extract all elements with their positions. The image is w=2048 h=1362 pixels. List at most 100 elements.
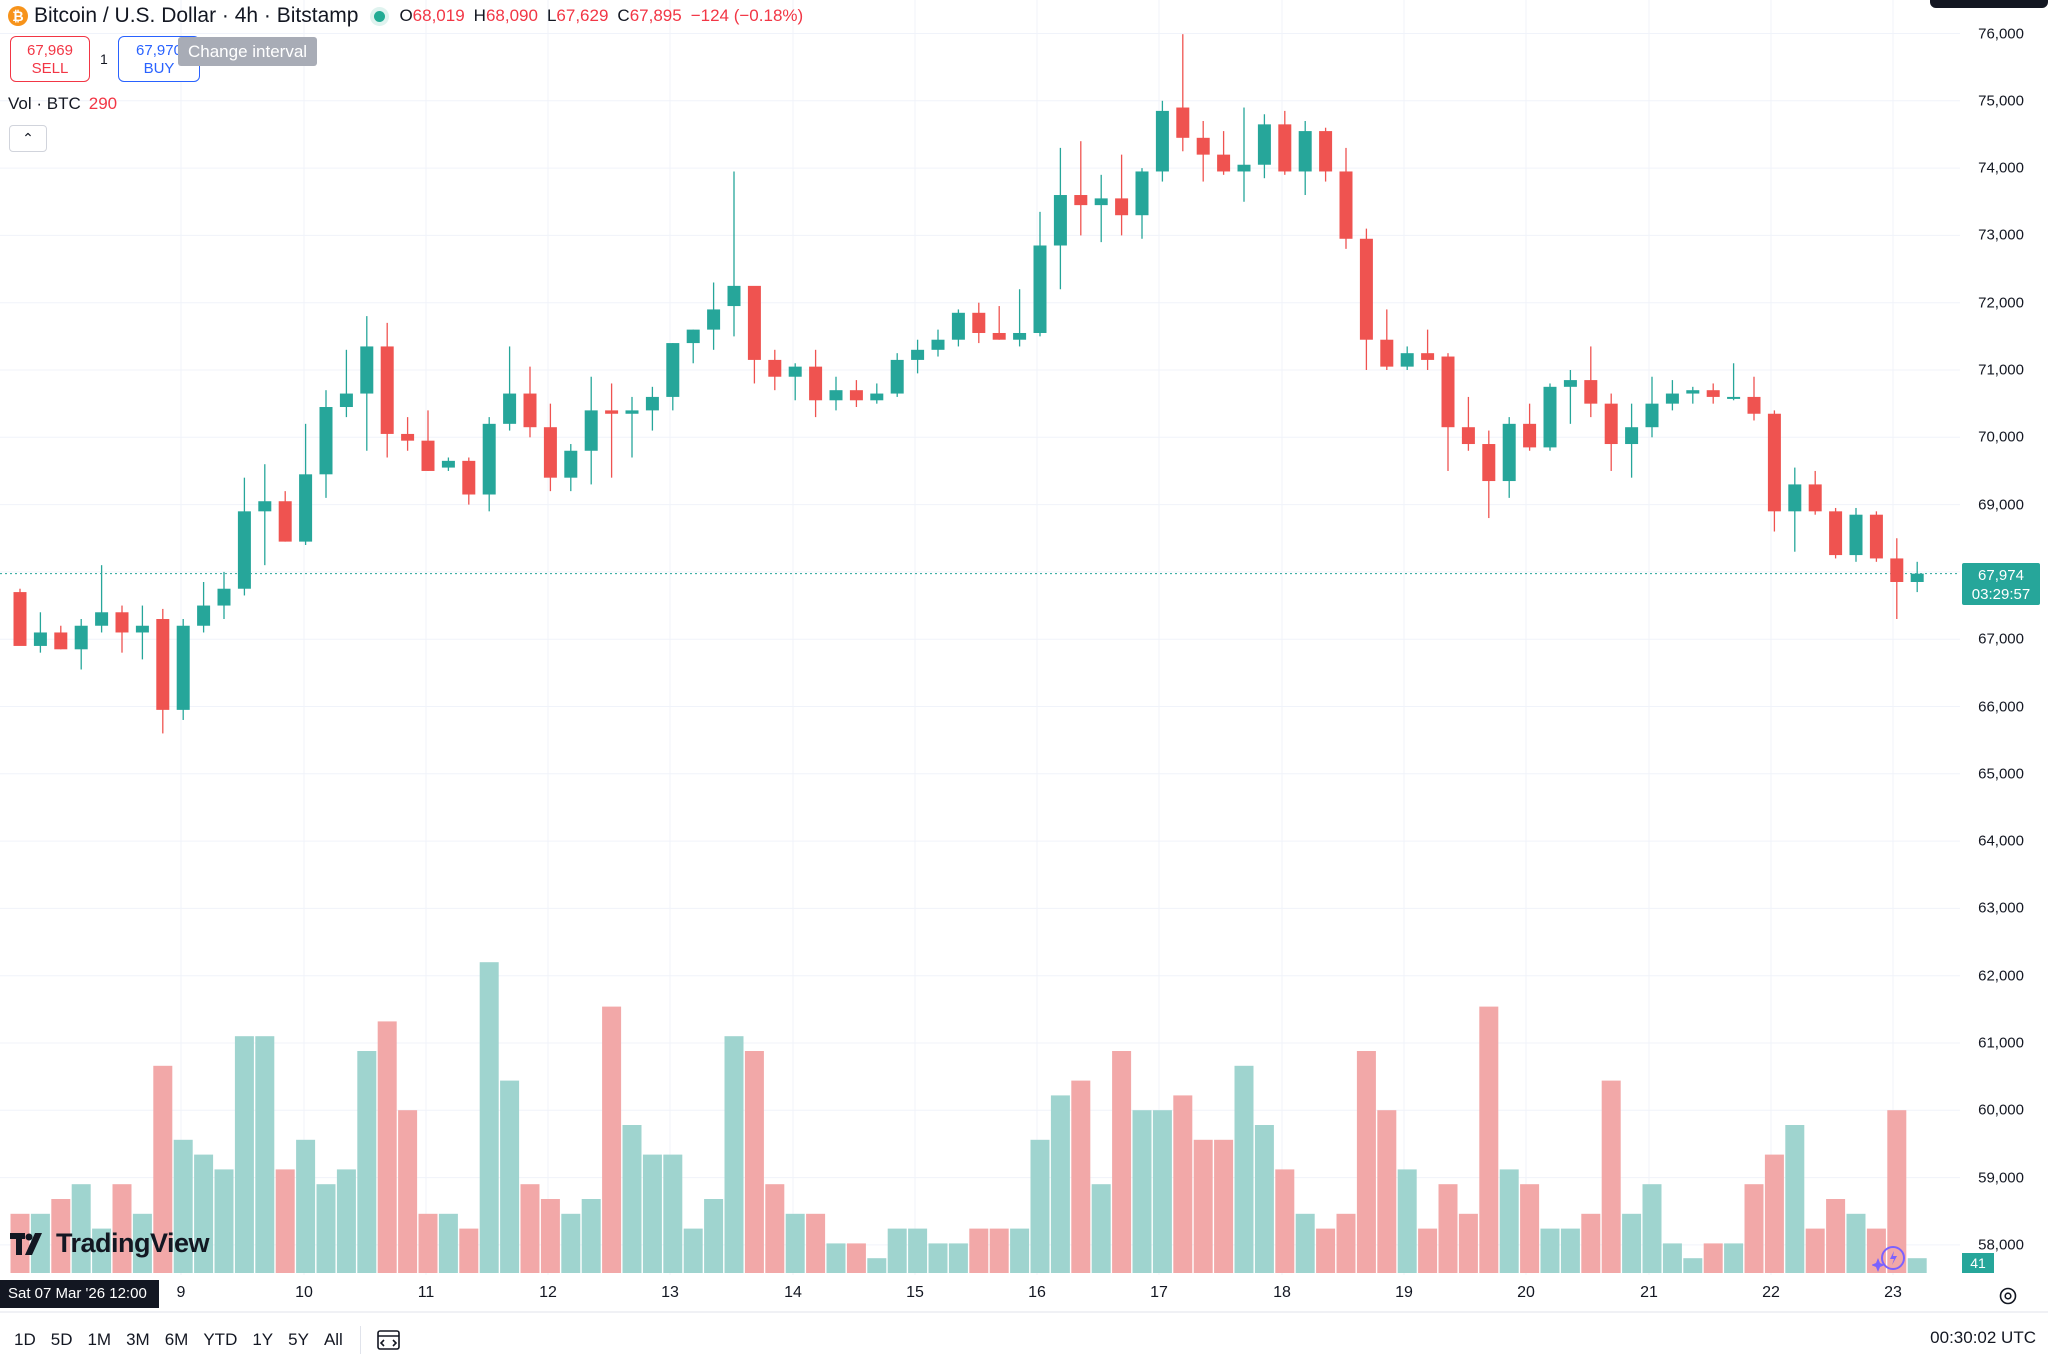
candle-body [1502, 423, 1516, 482]
range-ytd-button[interactable]: YTD [203, 1330, 238, 1349]
time-axis-tick: 14 [784, 1284, 802, 1301]
date-range-picker-icon[interactable] [375, 1327, 403, 1353]
volume-bar [173, 1139, 193, 1273]
top-right-toolbar-button[interactable] [1930, 0, 2048, 8]
volume-bar [744, 1051, 764, 1273]
candle-body [645, 396, 659, 411]
candle-body [33, 632, 47, 646]
candle-body [1013, 332, 1027, 340]
candle [1298, 120, 1312, 196]
bar-countdown: 03:29:57 [1971, 586, 2031, 603]
candle-body [1849, 514, 1863, 556]
candle-body [523, 393, 537, 428]
volume-bar [418, 1213, 438, 1273]
candle [1237, 107, 1251, 202]
candle-body [441, 460, 455, 468]
candle-body [462, 460, 476, 495]
candle-body [1645, 403, 1659, 428]
volume-bar [500, 1080, 520, 1273]
range-5d-button[interactable]: 5D [50, 1330, 73, 1349]
buy-button[interactable]: 67,970 BUY [118, 36, 200, 82]
volume-bar [1601, 1080, 1621, 1273]
volume-bar [1336, 1213, 1356, 1273]
candle [584, 376, 598, 485]
candle-body [299, 474, 313, 542]
price-axis-tick: 64,000 [1978, 832, 2024, 850]
volume-bar [398, 1110, 418, 1273]
volume-bar [1662, 1243, 1682, 1273]
range-1d-button[interactable]: 1D [14, 1330, 36, 1349]
candle [1053, 147, 1067, 290]
candle-body [972, 312, 986, 333]
price-axis-tick: 74,000 [1978, 159, 2024, 177]
volume-bar [704, 1199, 724, 1273]
price-axis-tick: 61,000 [1978, 1034, 2024, 1052]
volume-bar [1295, 1213, 1315, 1273]
volume-bar [989, 1228, 1009, 1273]
volume-bar [438, 1213, 458, 1273]
range-6m-button[interactable]: 6M [164, 1330, 189, 1349]
volume-bar [1010, 1228, 1030, 1273]
symbol-title[interactable]: Bitcoin / U.S. Dollar · 4h · Bitstamp [34, 4, 359, 27]
candle [339, 349, 353, 418]
candle [686, 329, 700, 364]
candle [1359, 228, 1373, 370]
range-all-button[interactable]: All [323, 1330, 343, 1349]
time-axis-tick: 21 [1640, 1284, 1658, 1301]
candle-body [217, 588, 231, 606]
sell-button[interactable]: 67,969 SELL [10, 36, 90, 82]
market-status-icon[interactable] [374, 10, 386, 22]
candle [1788, 467, 1802, 552]
candle-body [237, 511, 251, 589]
candle [115, 605, 129, 653]
candle [135, 605, 149, 660]
candle-body [1217, 154, 1231, 172]
symbol-legend[interactable]: ₿ Bitcoin / U.S. Dollar · 4h · Bitstamp … [8, 4, 812, 28]
candle [1176, 34, 1190, 152]
volume-bar [1479, 1006, 1499, 1273]
candle [1849, 507, 1863, 562]
candle [1257, 114, 1271, 179]
candle-body [1767, 413, 1781, 512]
tradingview-logo[interactable]: TradingView [10, 1228, 210, 1259]
volume-bar [1560, 1228, 1580, 1273]
volume-bar [194, 1154, 214, 1273]
candle [1910, 561, 1924, 593]
volume-legend[interactable]: Vol · BTC 290 [8, 94, 117, 114]
collapse-legend-button[interactable]: ⌃ [9, 125, 47, 152]
ohlc-close: C67,895 [617, 6, 682, 25]
candle [1829, 507, 1843, 559]
assistant-sparkle-icon[interactable] [1872, 1244, 1906, 1274]
chevron-up-icon: ⌃ [22, 130, 34, 146]
range-1y-button[interactable]: 1Y [252, 1330, 274, 1349]
volume-bar [785, 1213, 805, 1273]
time-axis-tick: 12 [539, 1284, 557, 1301]
candle-body [1625, 427, 1639, 445]
volume-bar [377, 1021, 397, 1273]
candle [870, 383, 884, 404]
candle-body [1543, 386, 1557, 448]
candle [1665, 380, 1679, 411]
volume-tag: 41 [1962, 1253, 1994, 1273]
volume-bar [1826, 1199, 1846, 1273]
date-range-bar: 1D 5D 1M 3M 6M YTD 1Y 5Y All [14, 1326, 403, 1354]
utc-clock[interactable]: 00:30:02 UTC [1930, 1328, 2036, 1347]
volume-bar [540, 1199, 560, 1273]
candle [992, 306, 1006, 340]
candle-body [1421, 353, 1435, 360]
volume-bar [112, 1184, 132, 1273]
chart-settings-icon[interactable] [1994, 1282, 2022, 1310]
candle-body [1155, 110, 1169, 172]
range-1m-button[interactable]: 1M [87, 1330, 112, 1349]
range-3m-button[interactable]: 3M [126, 1330, 150, 1349]
tradingview-logo-icon [10, 1232, 42, 1255]
volume-bar [1418, 1228, 1438, 1273]
range-5y-button[interactable]: 5Y [288, 1330, 309, 1349]
candle-body [278, 501, 292, 542]
candle [1645, 376, 1659, 438]
candle [605, 383, 619, 478]
volume-bar [1316, 1228, 1336, 1273]
candle [1502, 417, 1516, 498]
buy-label: BUY [143, 60, 175, 77]
